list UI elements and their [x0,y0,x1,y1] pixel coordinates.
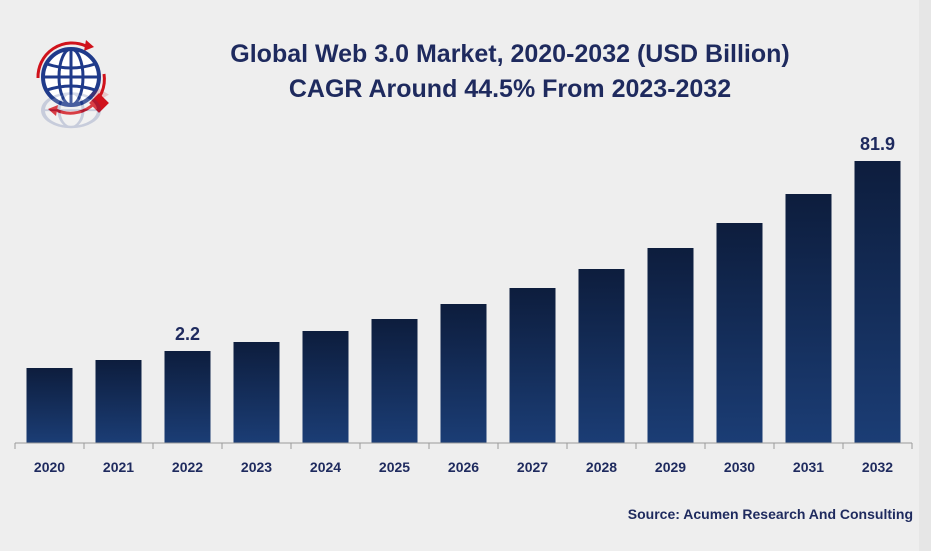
bar-2029 [647,248,694,443]
x-tick-label-2020: 2020 [34,459,65,475]
data-label-2022: 2.2 [175,324,200,344]
bar-2031 [785,194,832,443]
page-edge [919,0,931,551]
data-label-2032: 81.9 [860,134,895,154]
bar-2021 [95,360,142,443]
bar-2026 [440,304,487,443]
x-tick-label-2029: 2029 [655,459,686,475]
chart-subtitle: CAGR Around 44.5% From 2023-2032 [288,75,732,103]
x-tick-label-2025: 2025 [379,459,410,475]
bar-2025 [371,319,418,443]
bar-2027 [509,288,556,443]
bar-2030 [716,223,763,443]
x-tick-label-2032: 2032 [862,459,893,475]
bar-2020 [26,368,73,443]
x-tick-label-2027: 2027 [517,459,548,475]
x-tick-label-2031: 2031 [793,459,824,475]
x-tick-label-2021: 2021 [103,459,134,475]
globe-logo-icon [36,40,109,116]
x-tick-label-2024: 2024 [310,459,341,475]
bar-2024 [302,331,349,443]
bar-2032 [854,161,901,443]
x-tick-label-2023: 2023 [241,459,272,475]
x-tick-label-2022: 2022 [172,459,203,475]
bar-2022 [164,351,211,443]
bar-2028 [578,269,625,443]
x-tick-label-2028: 2028 [586,459,617,475]
bar-2023 [233,342,280,443]
x-tick-label-2026: 2026 [448,459,479,475]
chart-title: Global Web 3.0 Market, 2020-2032 (USD Bi… [230,40,790,68]
source-note: Source: Acumen Research And Consulting [627,506,913,522]
x-tick-label-2030: 2030 [724,459,755,475]
globe-logo-reflection-icon [41,88,109,129]
